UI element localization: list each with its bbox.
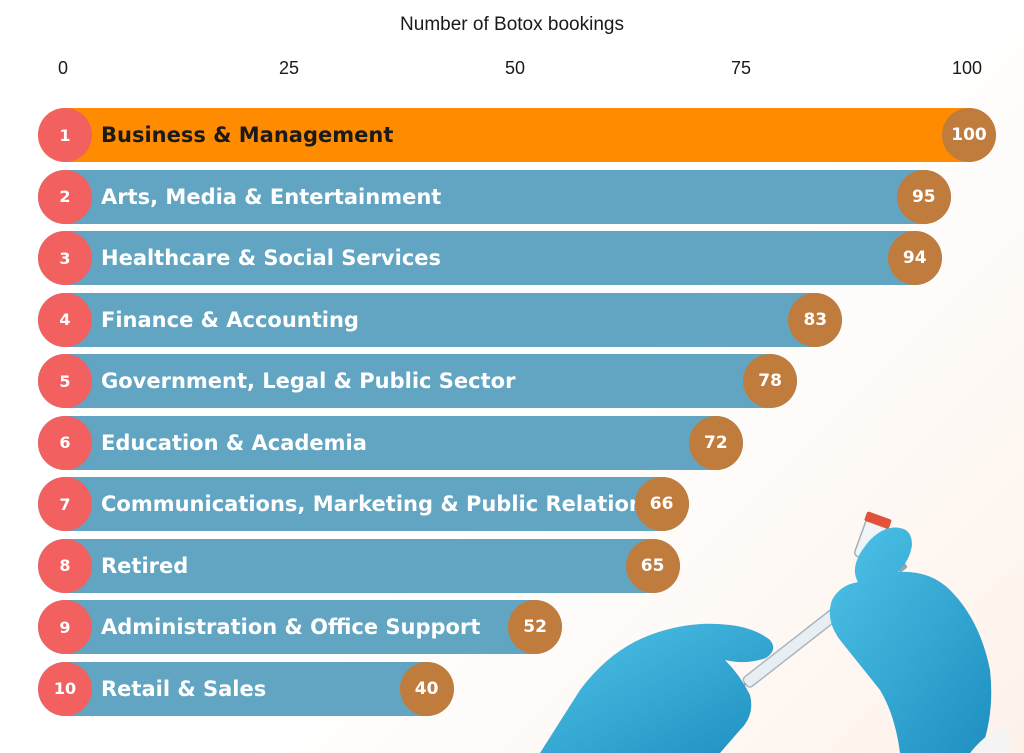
rank-badge: 1 (38, 108, 92, 162)
value-label: 52 (508, 600, 563, 654)
value-label: 100 (942, 108, 996, 162)
bar (38, 231, 942, 285)
x-tick-label: 100 (951, 58, 983, 78)
bar (38, 108, 996, 162)
category-label: Retired (101, 553, 189, 578)
x-tick-label: 25 (278, 58, 300, 78)
bar-row: 3 Healthcare & Social Services 94 (0, 231, 1024, 285)
bar-row: 4 Finance & Accounting 83 (0, 292, 1024, 347)
bar-row: 2 Arts, Media & Entertainment 95 (0, 169, 1024, 224)
bar (38, 415, 743, 470)
gloved-hands-syringe-illustration (540, 511, 1010, 753)
bar-row: 5 Government, Legal & Public Sector 78 (0, 354, 1024, 408)
value-label: 95 (896, 169, 951, 224)
category-label: Education & Academia (101, 430, 367, 455)
category-label: Finance & Accounting (101, 307, 359, 332)
category-label: Government, Legal & Public Sector (101, 369, 516, 393)
value-label: 94 (887, 231, 942, 285)
bar (38, 477, 689, 531)
x-tick-label: 0 (57, 58, 68, 78)
rank-badge: 4 (38, 292, 92, 347)
value-label: 40 (399, 661, 454, 716)
bar (38, 354, 798, 408)
bar (38, 661, 454, 716)
bar-row: 7 Communications, Marketing & Public Rela… (0, 477, 1024, 531)
category-label: Communications, Marketing & Public Relat… (101, 492, 657, 516)
bar-row: 9 Administration & Office Support 52 (0, 600, 1024, 654)
category-label: Administration & Office Support (101, 615, 481, 639)
x-axis-title: Number of Botox bookings (400, 14, 624, 35)
value-label: 83 (788, 292, 843, 347)
x-tick-label: 75 (730, 58, 752, 78)
x-tick-label: 50 (504, 58, 526, 78)
rank-badge: 5 (38, 354, 92, 408)
category-label: Retail & Sales (101, 676, 267, 701)
category-label: Business & Management (101, 123, 394, 147)
rank-badge: 2 (38, 169, 92, 224)
bar (38, 169, 951, 224)
bar-row: 8 Retired 65 (0, 538, 1024, 593)
bar-row: 1 Business & Management 100 (0, 108, 1024, 162)
value-label: 72 (688, 415, 743, 470)
rank-badge: 8 (38, 538, 92, 593)
rank-badge: 10 (38, 661, 92, 716)
value-label: 65 (625, 538, 680, 593)
value-label: 66 (634, 477, 689, 531)
rank-badge: 6 (38, 415, 92, 470)
category-label: Arts, Media & Entertainment (101, 184, 442, 209)
bar-row: 10 Retail & Sales 40 (0, 661, 1024, 716)
rank-badge: 9 (38, 600, 92, 654)
category-label: Healthcare & Social Services (101, 246, 442, 270)
value-label: 78 (743, 354, 798, 408)
bar (38, 292, 843, 347)
bar-row: 6 Education & Academia 72 (0, 415, 1024, 470)
bar (38, 538, 680, 593)
bar (38, 600, 563, 654)
rank-badge: 7 (38, 477, 92, 531)
rank-badge: 3 (38, 231, 92, 285)
